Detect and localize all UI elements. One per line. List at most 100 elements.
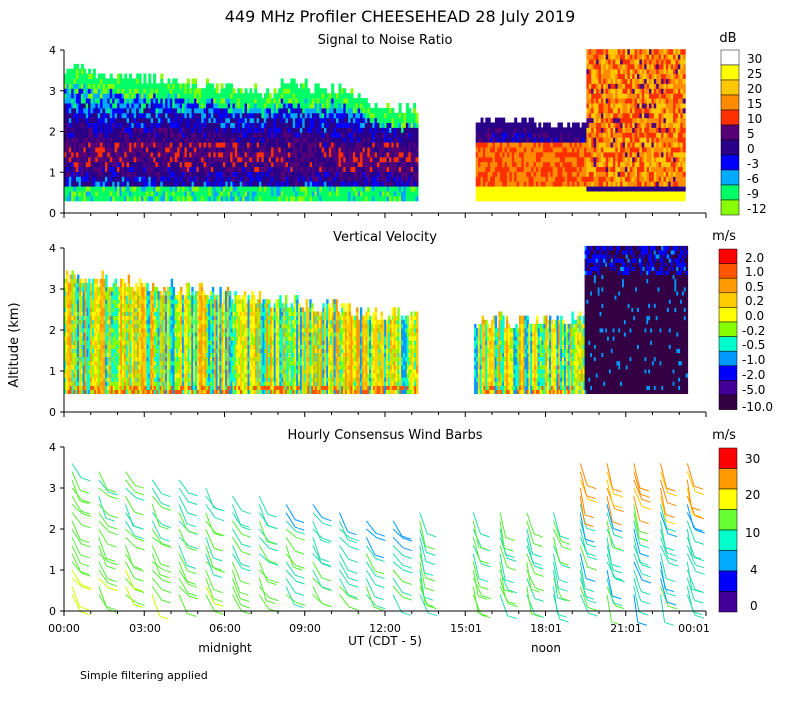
snr-cell: [210, 103, 214, 109]
snr-cell: [333, 195, 337, 202]
snr-cell: [237, 166, 241, 172]
snr-cell: [292, 156, 296, 163]
snr-cell: [350, 132, 354, 138]
snr-cell: [283, 181, 287, 187]
snr-cell: [312, 107, 315, 114]
snr-cell: [343, 142, 347, 148]
snr-cell: [71, 181, 75, 187]
snr-cell: [206, 122, 209, 128]
snr-cell: [309, 151, 313, 158]
snr-cell: [364, 176, 368, 182]
snr-cell: [362, 117, 366, 123]
snr-cell: [153, 176, 157, 182]
snr-cell: [66, 186, 70, 192]
snr-cell: [295, 117, 299, 123]
snr-cell: [307, 93, 311, 99]
snr-cell: [64, 117, 67, 123]
snr-cell: [367, 142, 371, 148]
snr-cell: [254, 132, 258, 138]
snr-cell: [66, 107, 70, 114]
snr-cell: [112, 122, 116, 128]
snr-cell: [244, 142, 248, 148]
snr-cell: [312, 186, 315, 192]
snr-cell: [141, 181, 144, 187]
snr-cell: [145, 176, 149, 182]
snr-cell: [148, 142, 152, 148]
snr-cell: [121, 156, 125, 163]
snr-cell: [278, 195, 282, 202]
snr-cell: [153, 186, 157, 192]
snr-cell: [374, 151, 378, 158]
snr-cell: [73, 137, 77, 143]
snr-cell: [338, 147, 342, 153]
snr-cell: [184, 171, 188, 177]
snr-cell: [184, 147, 188, 153]
snr-cell: [124, 181, 128, 187]
snr-cell: [220, 98, 224, 104]
snr-cell: [165, 83, 169, 89]
snr-cell: [218, 132, 222, 138]
snr-cell: [153, 93, 157, 99]
snr-cell: [326, 93, 330, 99]
snr-cell: [222, 117, 226, 123]
snr-cell: [415, 127, 419, 133]
snr-cell: [348, 195, 352, 202]
snr-cell: [210, 117, 214, 123]
snr-cell: [218, 93, 222, 99]
snr-cell: [280, 78, 284, 84]
snr-cell: [287, 151, 291, 158]
snr-cell: [343, 103, 347, 109]
snr-cell: [295, 137, 299, 143]
snr-cell: [78, 137, 82, 143]
snr-cell: [97, 171, 101, 177]
snr-cell: [292, 88, 296, 94]
snr-cell: [64, 73, 67, 79]
snr-cell: [97, 161, 101, 168]
snr-cell: [198, 151, 202, 158]
snr-cell: [386, 103, 390, 109]
snr-cell: [182, 132, 185, 138]
snr-cell: [364, 122, 368, 128]
snr-cell: [222, 103, 226, 109]
snr-cell: [290, 156, 294, 163]
snr-cell: [372, 195, 376, 202]
snr-cell: [117, 132, 120, 138]
snr-cell: [239, 171, 243, 177]
snr-cell: [126, 181, 130, 187]
snr-cell: [131, 186, 135, 192]
snr-cell: [112, 83, 116, 89]
snr-cell: [133, 195, 137, 202]
snr-cell: [167, 147, 171, 153]
snr-cell: [292, 151, 296, 158]
snr-cell: [242, 181, 246, 187]
snr-cell: [201, 88, 205, 94]
snr-cell: [162, 181, 166, 187]
snr-cell: [203, 171, 207, 177]
snr-cell: [324, 171, 327, 177]
snr-cell: [153, 195, 157, 202]
snr-cell: [271, 137, 274, 143]
snr-cell: [237, 93, 241, 99]
snr-cell: [66, 68, 70, 75]
snr-cell: [73, 68, 77, 75]
snr-cell: [266, 112, 270, 119]
snr-cell: [157, 103, 161, 109]
snr-cell: [256, 103, 260, 109]
snr-cell: [138, 181, 142, 187]
snr-cell: [220, 83, 224, 89]
snr-cell: [232, 147, 236, 153]
snr-cell: [92, 112, 96, 119]
snr-cell: [324, 161, 327, 168]
snr-cell: [107, 195, 111, 202]
snr-cell: [117, 103, 120, 109]
snr-cell: [319, 132, 323, 138]
snr-cell: [287, 103, 291, 109]
snr-cell: [78, 122, 82, 128]
snr-cell: [377, 107, 380, 114]
snr-cell: [242, 137, 246, 143]
snr-cell: [285, 195, 289, 202]
snr-cell: [220, 171, 224, 177]
snr-cell: [102, 161, 106, 168]
snr-cell: [100, 142, 104, 148]
snr-cell: [215, 176, 219, 182]
